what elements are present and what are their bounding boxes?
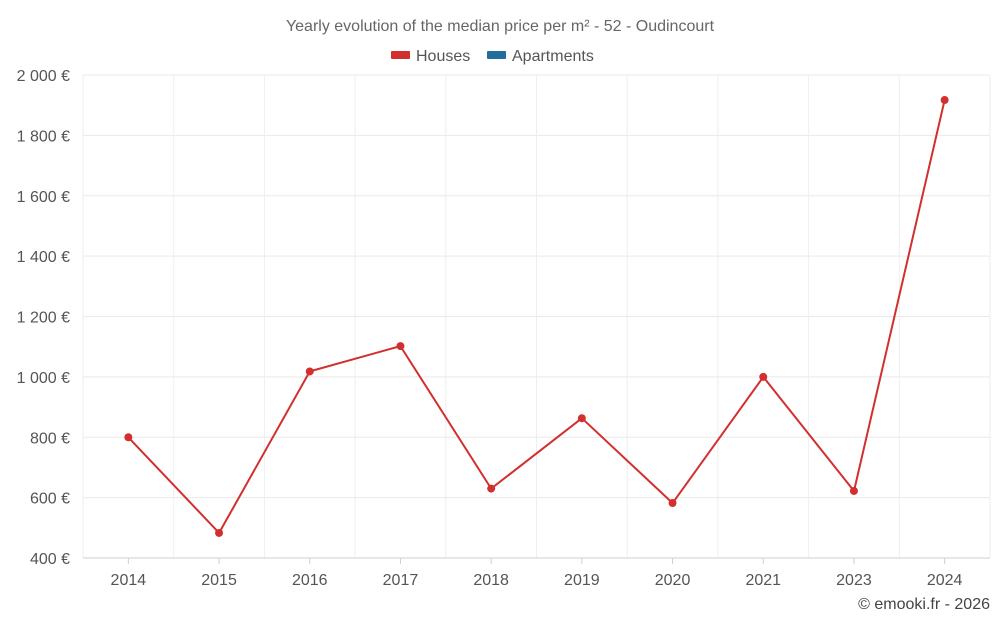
y-tick-label-1600: 1 600 € xyxy=(17,189,70,206)
legend-swatch-apartments xyxy=(487,51,506,59)
legend-item-apartments[interactable]: Apartments xyxy=(487,48,594,65)
chart-credit: © emooki.fr - 2026 xyxy=(858,596,990,613)
x-tick-label-2015: 2015 xyxy=(201,572,237,589)
x-tick-label-2019: 2019 xyxy=(564,572,600,589)
y-tick-label-600: 600 € xyxy=(30,491,70,508)
y-tick-label-1800: 1 800 € xyxy=(17,128,70,145)
x-tick-label-2017: 2017 xyxy=(383,572,419,589)
grid-layer xyxy=(82,74,991,558)
legend-swatch-houses xyxy=(391,51,410,59)
data-point-houses-2017[interactable] xyxy=(396,342,405,351)
series-line-houses xyxy=(127,99,946,534)
data-point-houses-2018[interactable] xyxy=(487,484,496,493)
x-tick-label-2018: 2018 xyxy=(473,572,509,589)
chart-title: Yearly evolution of the median price per… xyxy=(286,18,715,35)
y-tick-label-1400: 1 400 € xyxy=(17,249,70,266)
y-tick-label-1000: 1 000 € xyxy=(17,370,70,387)
legend-label-houses: Houses xyxy=(416,48,470,65)
legend-item-houses[interactable]: Houses xyxy=(391,48,470,65)
x-tick-label-2021: 2021 xyxy=(745,572,781,589)
data-point-houses-2023[interactable] xyxy=(849,486,858,495)
data-point-houses-2021[interactable] xyxy=(759,372,768,381)
y-tick-label-2000: 2 000 € xyxy=(17,68,70,85)
x-tick-label-2020: 2020 xyxy=(655,572,691,589)
data-point-houses-2015[interactable] xyxy=(215,528,224,537)
x-tick-label-2014: 2014 xyxy=(111,572,147,589)
legend: Houses Apartments xyxy=(391,48,594,65)
x-tick-label-2023: 2023 xyxy=(836,572,872,589)
data-point-houses-2020[interactable] xyxy=(668,499,677,508)
data-point-houses-2016[interactable] xyxy=(305,367,314,376)
y-tick-label-800: 800 € xyxy=(30,430,70,447)
data-point-houses-2024[interactable] xyxy=(940,96,949,105)
data-point-houses-2019[interactable] xyxy=(577,414,586,423)
y-tick-label-1200: 1 200 € xyxy=(17,310,70,327)
data-point-houses-2014[interactable] xyxy=(124,433,133,442)
y-tick-label-400: 400 € xyxy=(30,551,70,568)
x-tick-label-2016: 2016 xyxy=(292,572,328,589)
series-layer xyxy=(124,96,949,537)
x-tick-label-2024: 2024 xyxy=(927,572,963,589)
legend-label-apartments: Apartments xyxy=(512,48,594,65)
axis-layer: 400 € 600 € 800 € 1 000 € 1 200 € 1 400 € 1 60… xyxy=(17,68,990,589)
